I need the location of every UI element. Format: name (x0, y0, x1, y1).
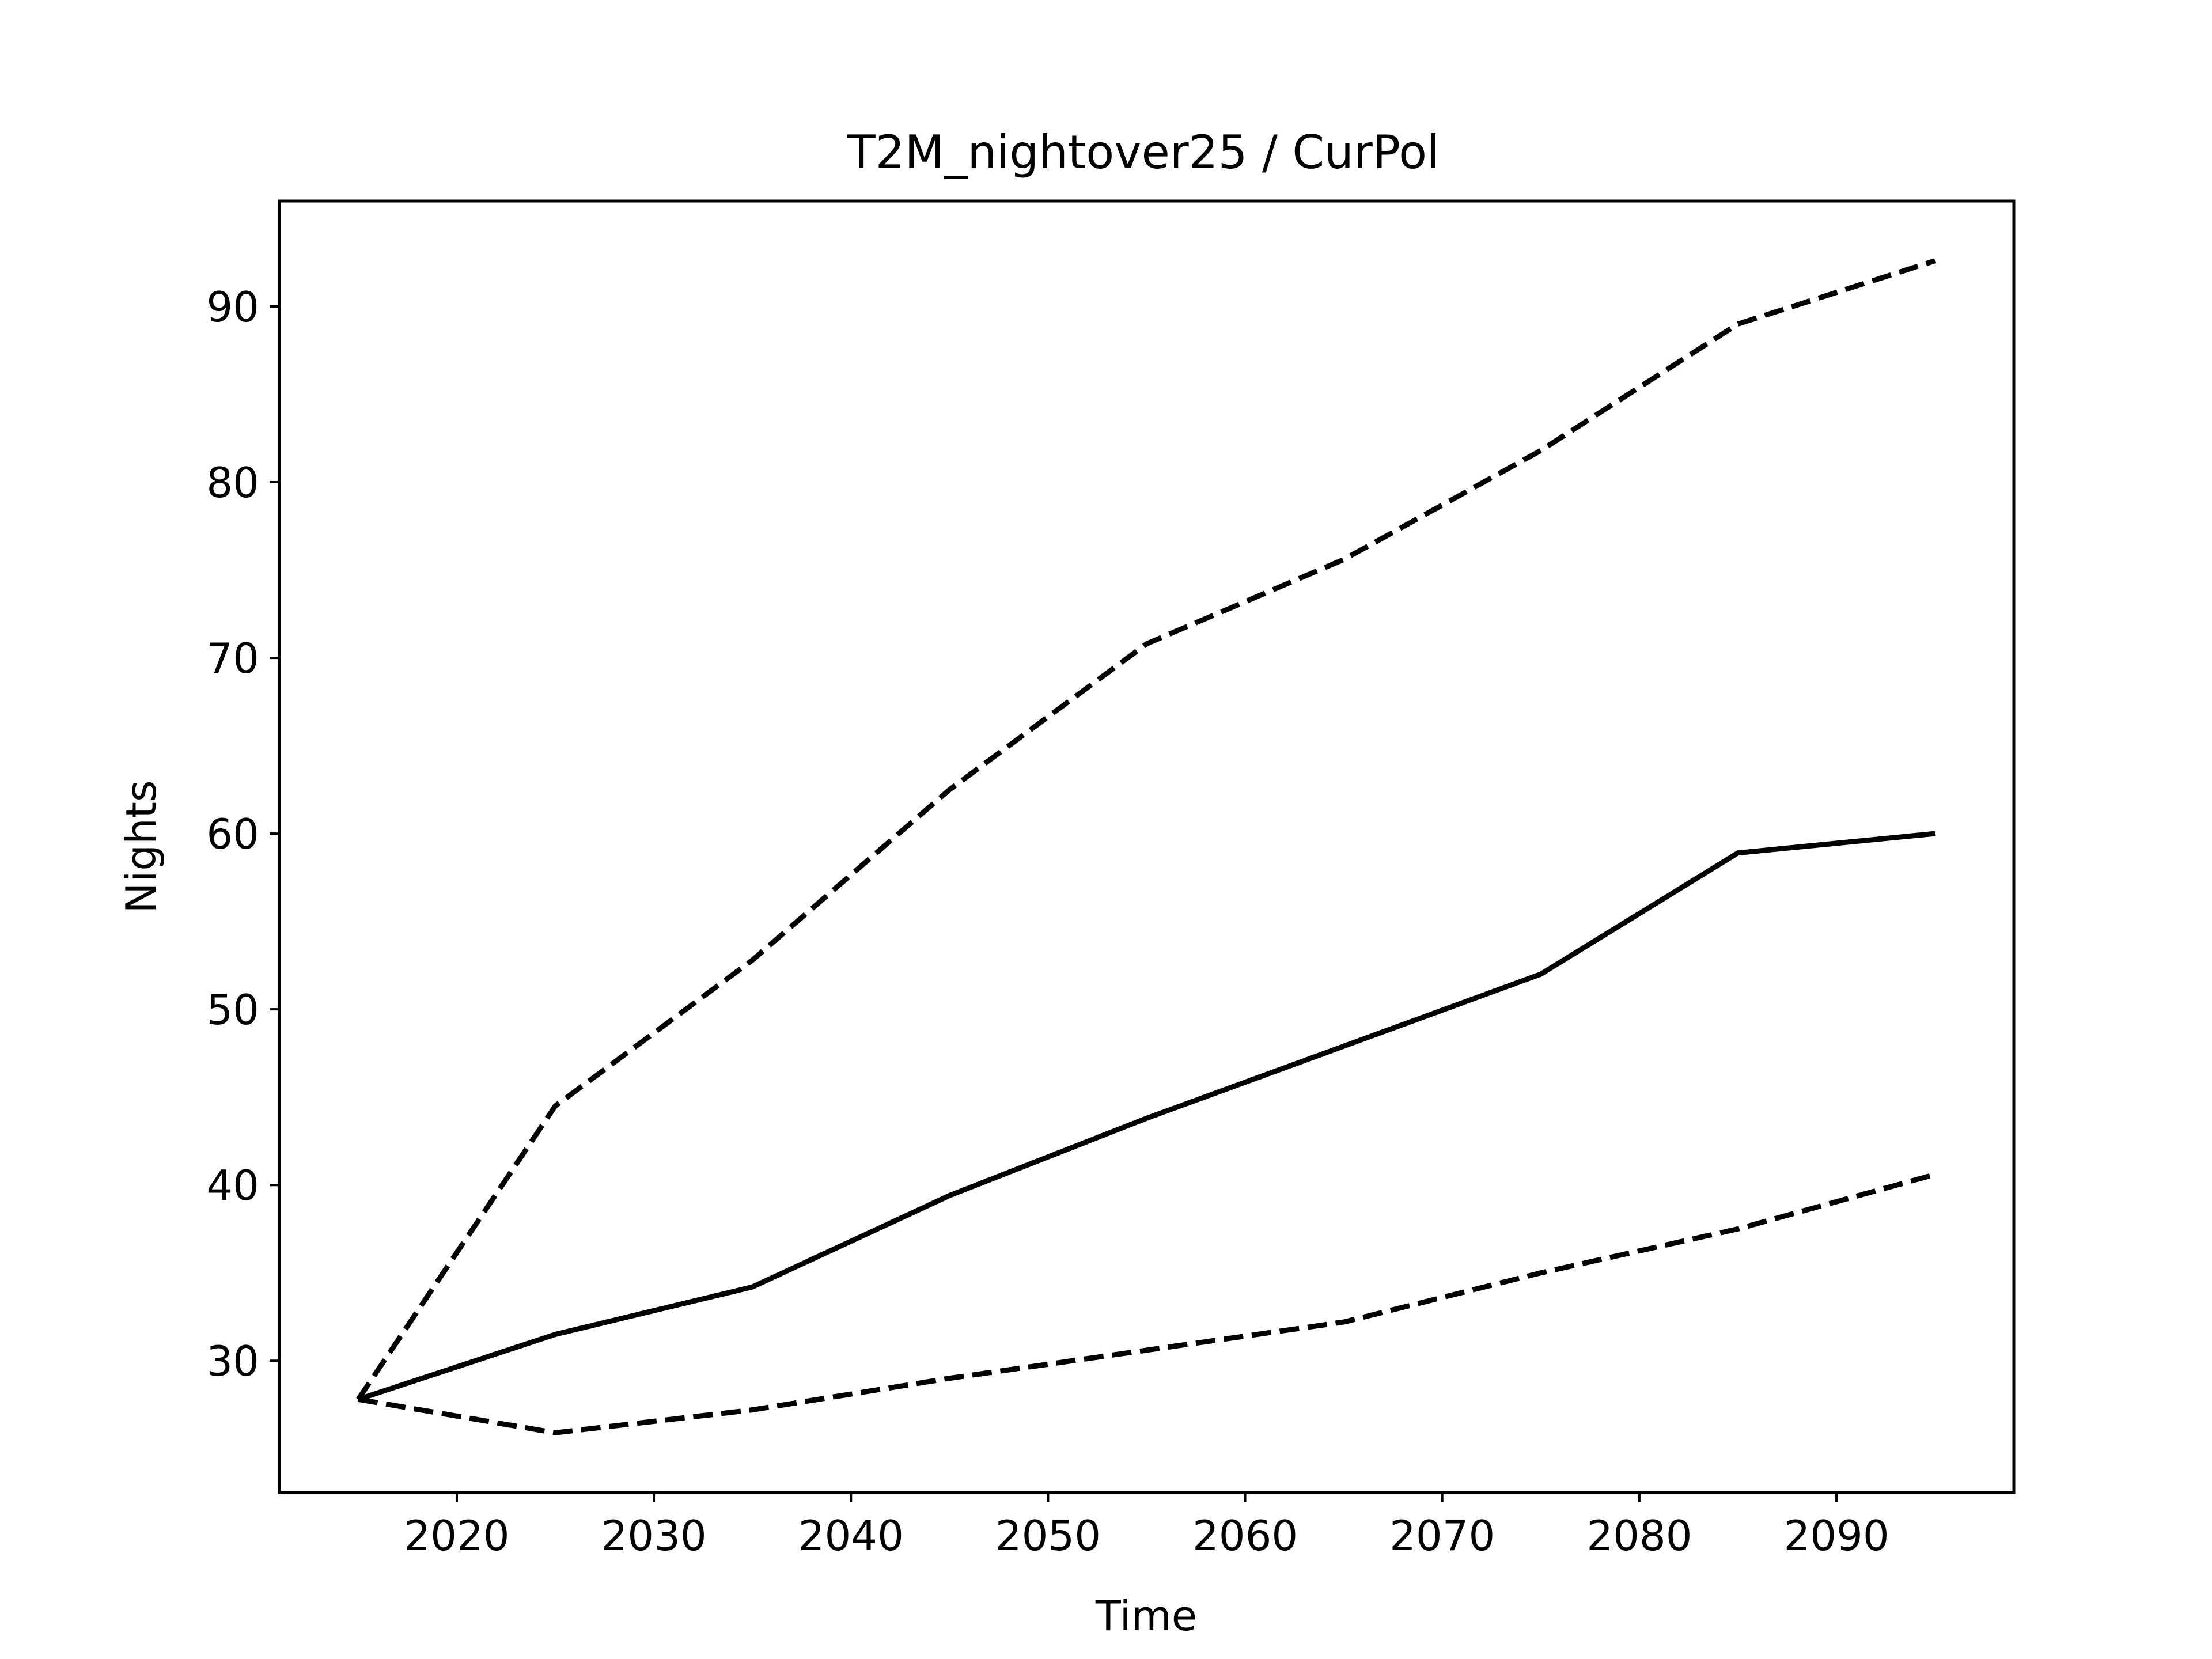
y-axis-label: Nights (117, 781, 165, 914)
series-line-3 (358, 1172, 1936, 1435)
x-tick-label: 2050 (995, 1512, 1101, 1560)
y-axis-ticks: 30 40 50 60 70 80 90 (206, 283, 279, 1385)
y-tick-label: 40 (206, 1161, 259, 1210)
y-tick-label: 60 (206, 810, 259, 858)
x-tick-label: 2090 (1783, 1512, 1889, 1560)
series-line-1 (357, 831, 1936, 1402)
y-tick-label: 80 (206, 459, 259, 507)
y-tick-label: 30 (206, 1337, 259, 1385)
x-tick-label: 2040 (798, 1512, 904, 1560)
x-tick-label: 2070 (1389, 1512, 1495, 1560)
x-tick-label: 2060 (1192, 1512, 1298, 1560)
x-tick-label: 2030 (601, 1512, 706, 1560)
x-tick-label: 2020 (404, 1512, 509, 1560)
y-tick-label: 90 (206, 283, 259, 331)
series-layer (356, 258, 1936, 1435)
x-axis-ticks: 2020 2030 2040 2050 2060 2070 2080 2090 (404, 1493, 1889, 1560)
y-tick-label: 70 (206, 634, 259, 683)
y-tick-label: 50 (206, 986, 259, 1034)
chart-title: T2M_nightover25 / CurPol (847, 126, 1440, 179)
plot-area-frame (278, 199, 2016, 1494)
x-axis-label: Time (1095, 1592, 1197, 1640)
x-tick-label: 2080 (1586, 1512, 1692, 1560)
series-line-2 (356, 258, 1936, 1401)
